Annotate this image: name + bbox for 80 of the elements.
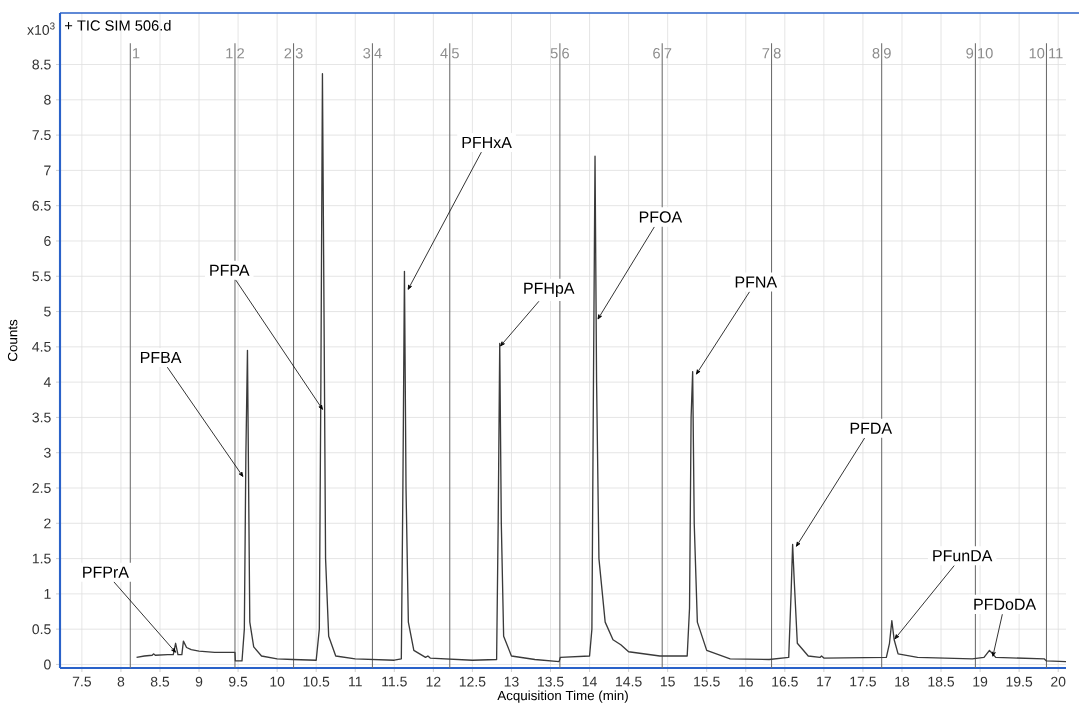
x-tick-label: 12 — [426, 676, 441, 687]
annotation: 8 — [872, 48, 880, 59]
y-tick-label: 0 — [44, 659, 51, 670]
y-tick-label: 4.5 — [32, 341, 51, 352]
annotation: 6 — [653, 48, 660, 59]
annotation: PFPA — [210, 264, 250, 276]
annotation: PFOA — [639, 211, 683, 223]
y-tick-label: 6.5 — [32, 200, 51, 211]
annotation: 1 — [133, 48, 140, 59]
y-tick-label: 7.5 — [32, 130, 51, 140]
annotation: 7 — [762, 48, 770, 59]
annotation: PFBA — [140, 351, 182, 363]
annotation: PFDA — [850, 422, 893, 434]
y-tick-label: 8 — [44, 94, 51, 105]
y-tick-label: 2.5 — [32, 483, 51, 493]
line-series — [135, 73, 1067, 663]
x-tick-label: 18 — [895, 676, 910, 687]
annotation: 4 — [374, 48, 382, 59]
x-tick-label: 19.5 — [1006, 676, 1033, 687]
x-tick-label: 13.5 — [537, 676, 564, 687]
y-tick-label: 7 — [44, 165, 51, 176]
annotation: PFPrA — [83, 566, 129, 578]
x-tick-label: 13 — [504, 676, 519, 687]
chart-title: + TIC SIM 506.d — [64, 19, 171, 31]
x-tick-label: 10 — [270, 676, 285, 687]
x-tick-label: 14 — [582, 676, 597, 687]
x-axis-title: Acquisition Time (min) — [497, 690, 628, 703]
x-tick-label: 8 — [117, 676, 125, 687]
y-tick-label: 5 — [44, 306, 51, 317]
x-tick-label: 20 — [1051, 676, 1066, 687]
x-tick-label: 15.5 — [694, 676, 720, 687]
annotation: 1 — [226, 48, 233, 59]
x-tick-label: 11 — [349, 676, 362, 687]
annotation: PFDoDA — [974, 598, 1037, 610]
annotation: 6 — [562, 48, 569, 59]
annotation: 9 — [883, 48, 891, 59]
x-tick-label: 17 — [817, 676, 831, 687]
annotation: 3 — [363, 48, 371, 59]
x-tick-label: 10.5 — [303, 676, 330, 687]
y-tick-label: 8.5 — [32, 59, 51, 70]
annotation: 9 — [966, 48, 974, 59]
y-tick-label: 1.5 — [32, 553, 51, 564]
y-tick-label: 5.5 — [32, 271, 51, 282]
x-tick-label: 9 — [195, 676, 203, 687]
annotation: PFHpA — [524, 282, 575, 298]
y-tick-label: 4 — [43, 377, 51, 387]
y-tick-label: 3 — [44, 447, 51, 458]
annotation: 10 — [978, 48, 993, 59]
annotation: 8 — [773, 48, 781, 59]
y-tick-label: 2 — [44, 518, 51, 529]
x-tick-label: 8.5 — [150, 676, 170, 687]
y-axis-title: Counts — [7, 319, 18, 361]
annotation: 2 — [237, 48, 244, 59]
annotation: 10 — [1029, 48, 1045, 59]
x-tick-label: 9.5 — [229, 676, 248, 687]
x-tick-label: 17.5 — [850, 676, 876, 687]
x-tick-label: 18.5 — [928, 676, 955, 687]
x-tick-label: 19 — [973, 676, 988, 687]
annotation: 2 — [284, 48, 292, 59]
y-tick-label: 1 — [44, 589, 51, 599]
annotation: PFNA — [735, 276, 778, 288]
annotation: 5 — [451, 48, 459, 59]
x-tick-label: 14.5 — [616, 676, 642, 687]
x-tick-label: 7.5 — [72, 676, 92, 687]
y-tick-label: 0.5 — [32, 624, 51, 635]
annotation: 7 — [664, 48, 672, 59]
x-tick-label: 12.5 — [459, 676, 486, 687]
x-tick-label: 16 — [739, 676, 753, 687]
x-tick-label: 15 — [660, 676, 675, 687]
x-tick-label: 11.5 — [382, 676, 407, 687]
annotation: 4 — [440, 48, 448, 59]
annotation: 5 — [550, 48, 558, 59]
y-tick-label: 6 — [44, 236, 51, 246]
x-tick-label: 16.5 — [772, 676, 798, 687]
annotation: 11 — [1049, 48, 1063, 59]
y-tick-label: 3.5 — [32, 412, 51, 423]
annotation: PFHxA — [462, 136, 512, 148]
annotation: 3 — [295, 48, 303, 59]
annotation: PFunDA — [933, 550, 993, 562]
text: x10$^{3}$ — [27, 22, 55, 35]
